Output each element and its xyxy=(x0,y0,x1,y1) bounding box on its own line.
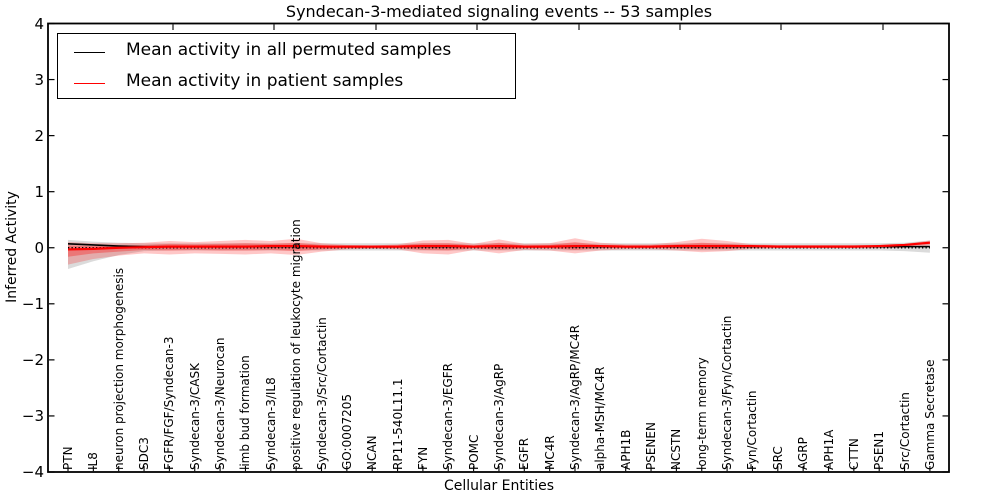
x-tick-label: PTN xyxy=(61,446,75,470)
y-tick-label: −2 xyxy=(21,350,44,369)
x-tick-label: APH1A xyxy=(821,429,836,470)
y-tick-label: 4 xyxy=(34,14,44,33)
x-tick-label: PSEN1 xyxy=(872,430,887,470)
x-tick-label: POMC xyxy=(466,434,481,470)
x-tick-label: PSENEN xyxy=(644,422,659,470)
x-tick-label: FGFR/FGF/Syndecan-3 xyxy=(162,336,177,470)
x-tick-label: Syndecan-3/Src/Cortactin xyxy=(314,317,329,470)
x-tick-label: APH1B xyxy=(618,429,633,470)
x-tick-label: Syndecan-3/IL8 xyxy=(263,377,278,470)
legend-item-patient: Mean activity in patient samples xyxy=(58,70,515,96)
x-tick-label: Gamma Secretase xyxy=(922,359,937,470)
x-tick-label: Syndecan-3/Neurocan xyxy=(213,337,228,470)
legend-label: Mean activity in patient samples xyxy=(126,71,404,91)
legend-label: Mean activity in all permuted samples xyxy=(126,40,452,60)
x-tick-label: Syndecan-3/AgRP/MC4R xyxy=(568,324,582,470)
chart-title: Syndecan-3-mediated signaling events -- … xyxy=(285,2,713,21)
x-axis-title: Cellular Entities xyxy=(443,478,555,494)
y-tick-label: −3 xyxy=(21,406,44,425)
x-tick-label: AGRP xyxy=(796,437,811,470)
x-tick-label: GO:0007205 xyxy=(339,393,354,470)
x-tick-label: Src/Cortactin xyxy=(897,392,912,470)
x-tick-label: Syndecan-3/EGFR xyxy=(441,362,456,470)
y-tick-label: 1 xyxy=(34,182,44,201)
y-tick-label: 3 xyxy=(34,70,44,89)
legend-line-sample-red xyxy=(74,83,105,84)
x-tick-label: alpha-MSH/MC4R xyxy=(593,366,608,470)
x-tick-label: Syndecan-3/CASK xyxy=(187,363,202,470)
legend-item-permuted: Mean activity in all permuted samples xyxy=(58,39,515,65)
x-tick-label: IL8 xyxy=(86,452,101,470)
x-tick-label: Fyn/Cortactin xyxy=(745,390,760,470)
x-tick-label: long-term memory xyxy=(694,357,709,470)
x-tick-label: FYN xyxy=(415,446,430,470)
patient-samples-std-outer-band xyxy=(68,238,930,265)
y-tick-label: −4 xyxy=(21,463,44,481)
series-line-mean-activity-in-patient-samples xyxy=(67,241,930,251)
y-tick-label: 2 xyxy=(34,126,44,145)
x-tick-label: NCSTN xyxy=(669,428,684,470)
x-tick-label: SRC xyxy=(770,446,785,470)
x-tick-label: Syndecan-3/Fyn/Cortactin xyxy=(720,315,735,470)
axes-spines xyxy=(47,22,950,473)
x-tick-label: EGFR xyxy=(517,437,532,470)
x-tick-label: neuron projection morphogenesis xyxy=(111,267,126,470)
x-tick-label: limb bud formation xyxy=(238,355,253,470)
legend-line-sample-black xyxy=(74,52,105,53)
y-tick-label: 0 xyxy=(34,238,44,257)
x-tick-label: CTTN xyxy=(846,438,861,470)
legend-box: Mean activity in all permuted samples Me… xyxy=(57,33,516,99)
x-tick-label: NCAN xyxy=(365,435,380,470)
x-tick-label: MC4R xyxy=(542,435,557,470)
y-tick-label: −1 xyxy=(21,294,44,313)
x-tick-label: RP11-540L11.1 xyxy=(390,378,405,470)
x-tick-label: SDC3 xyxy=(137,437,152,470)
y-axis-title: Inferred Activity xyxy=(4,191,20,303)
x-tick-label: Syndecan-3/AgRP xyxy=(491,363,506,470)
x-tick-label: positive regulation of leukocyte migrati… xyxy=(289,219,304,470)
